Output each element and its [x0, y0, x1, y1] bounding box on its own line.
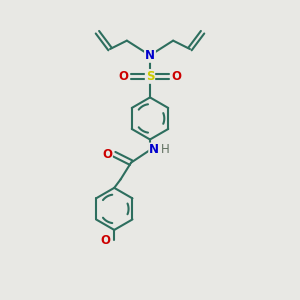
Text: N: N: [149, 143, 159, 157]
Text: S: S: [146, 70, 154, 83]
Text: O: O: [119, 70, 129, 83]
Text: O: O: [102, 148, 112, 161]
Text: N: N: [145, 49, 155, 62]
Text: O: O: [101, 234, 111, 247]
Text: H: H: [161, 143, 170, 157]
Text: O: O: [171, 70, 181, 83]
